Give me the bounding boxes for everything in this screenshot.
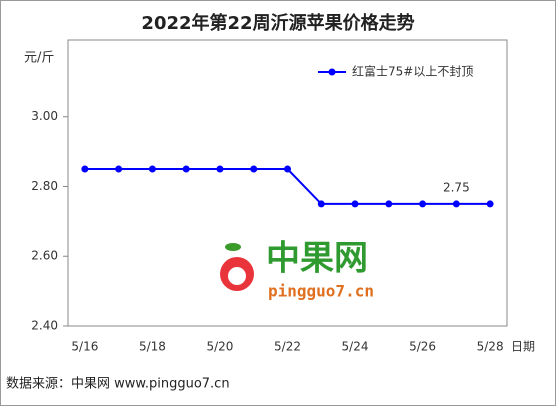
data-point <box>385 200 393 208</box>
data-point <box>115 165 123 173</box>
data-point <box>486 200 494 208</box>
y-axis-label: 元/斤 <box>24 51 54 66</box>
x-axis-label: 日期 <box>511 340 535 354</box>
x-tick-label: 5/18 <box>139 340 166 354</box>
watermark: 中果网 pingguo7.cn <box>220 239 374 301</box>
x-tick-label: 5/20 <box>206 340 233 354</box>
x-tick-label: 5/28 <box>477 340 504 354</box>
legend-label: 红富士75#以上不封顶 <box>352 64 473 79</box>
apple-leaf <box>225 243 241 251</box>
data-point <box>317 200 325 208</box>
source: 数据来源：中果网 www.pingguo7.cn <box>6 377 230 392</box>
chart-title: 2022年第22周沂源苹果价格走势 <box>141 12 414 34</box>
x-tick-label: 5/24 <box>342 340 369 354</box>
x-tick-label: 5/26 <box>409 340 436 354</box>
x-tick-label: 5/16 <box>71 340 98 354</box>
watermark-name: 中果网 <box>266 239 368 279</box>
data-point <box>81 165 89 173</box>
data-label: 2.75 <box>443 180 470 194</box>
y-tick-label: 2.80 <box>31 179 58 193</box>
data-point <box>250 165 258 173</box>
data-point <box>351 200 359 208</box>
x-tick-label: 5/22 <box>274 340 301 354</box>
data-point <box>182 165 190 173</box>
y-tick-label: 2.60 <box>31 249 58 263</box>
data-point <box>419 200 427 208</box>
data-point <box>452 200 460 208</box>
apple-logo-inner <box>228 267 246 285</box>
legend-marker <box>328 68 336 76</box>
data-point <box>148 165 156 173</box>
data-point <box>284 165 291 173</box>
y-tick-label: 3.00 <box>31 109 58 123</box>
watermark-site: pingguo7.cn <box>268 282 374 301</box>
y-tick-label: 2.40 <box>31 319 58 333</box>
plot-area <box>67 39 508 327</box>
data-point <box>216 165 224 173</box>
